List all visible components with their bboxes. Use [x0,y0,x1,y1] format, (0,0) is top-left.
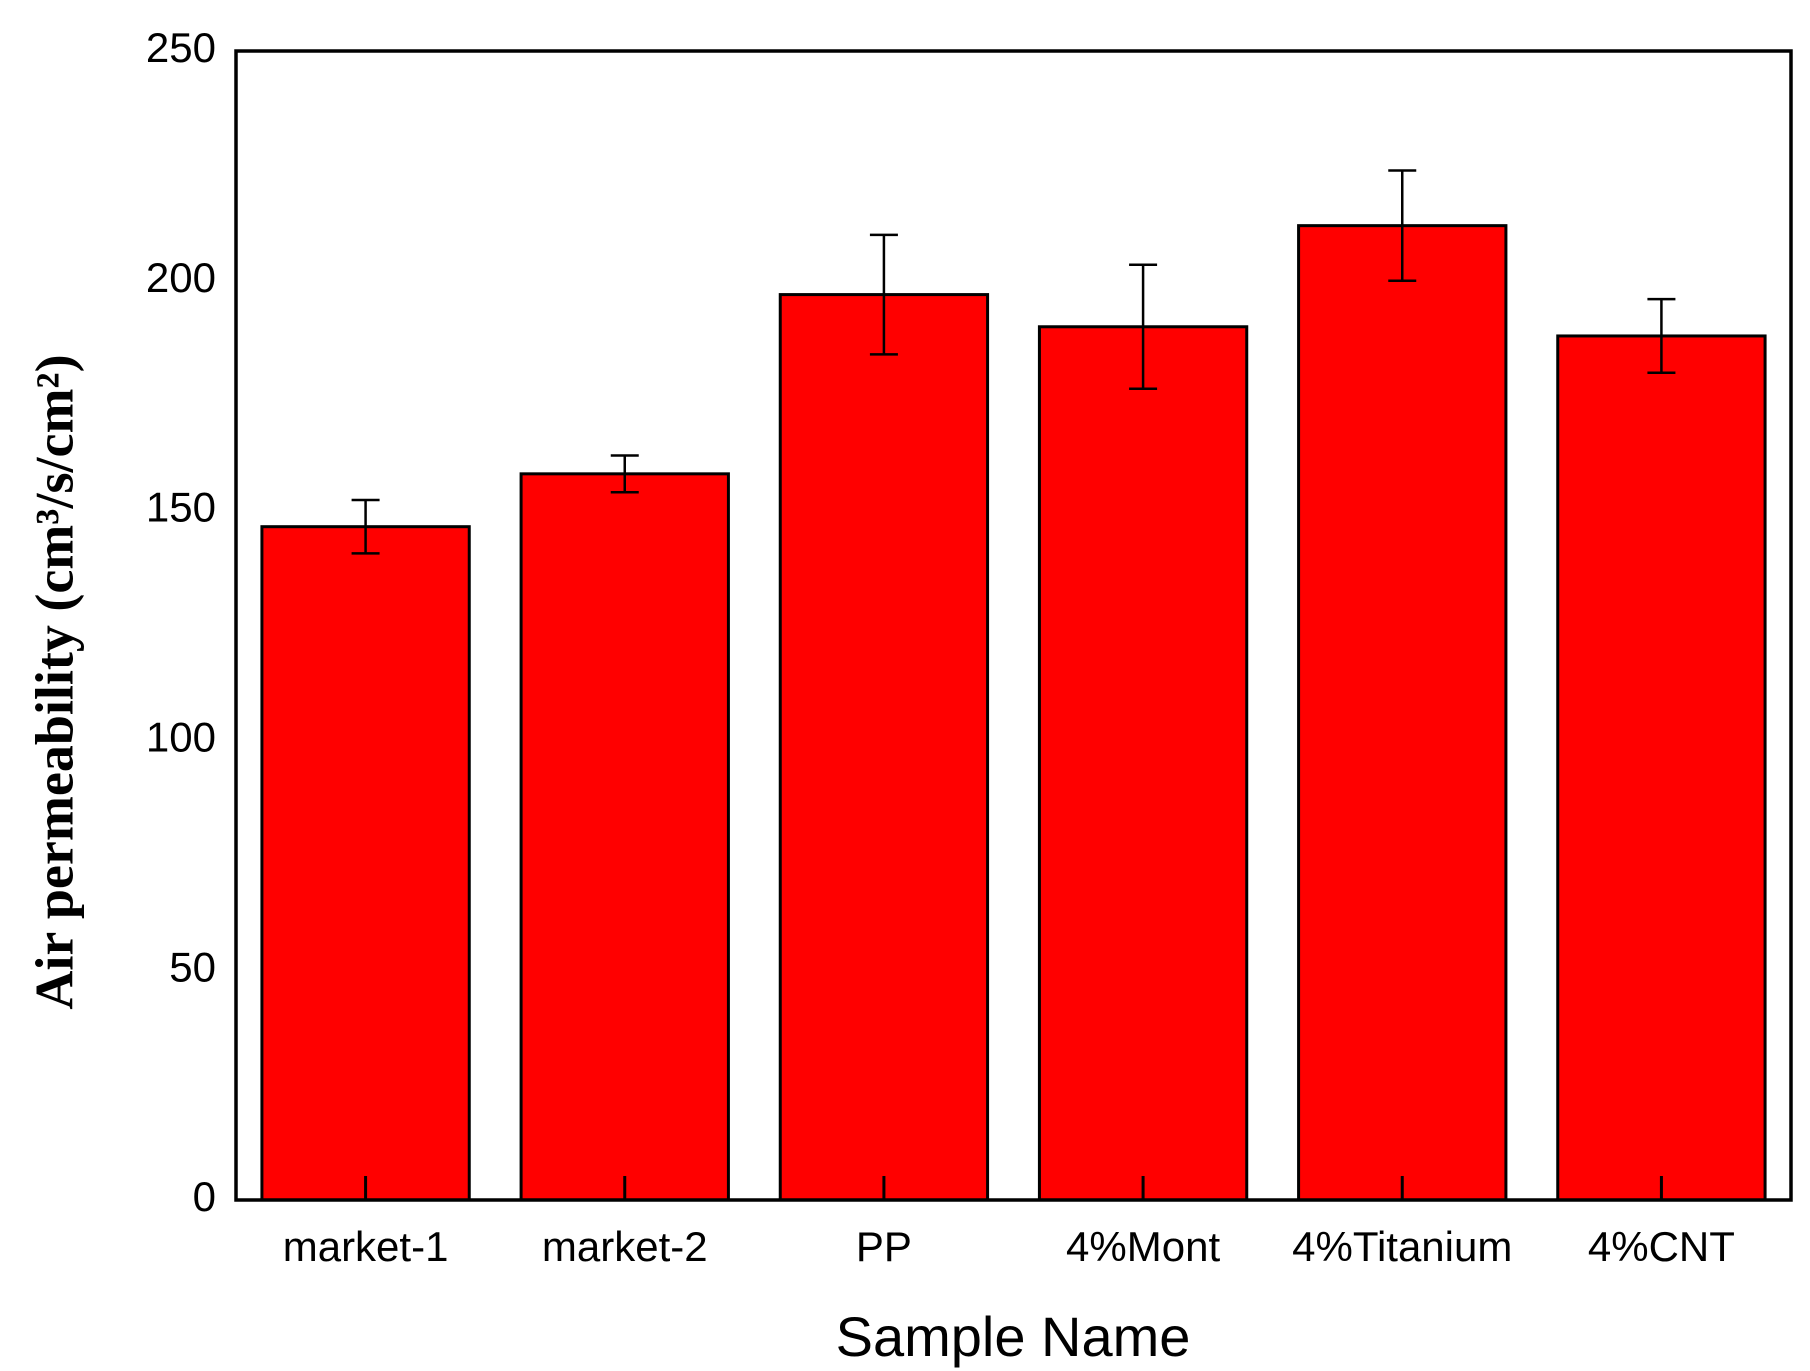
error-bar [610,454,639,494]
x-tick-label: 4%CNT [1588,1223,1735,1270]
error-bar [869,233,898,356]
bar [519,472,730,1202]
error-bar [1388,169,1417,283]
bar [778,293,990,1202]
error-bar [351,498,380,555]
y-tick-label: 50 [169,943,216,990]
x-tick-label: PP [856,1223,912,1270]
bar [1297,224,1508,1202]
y-tick-label: 150 [146,484,216,531]
bar [260,525,471,1202]
x-axis-title: Sample Name [836,1305,1191,1368]
plot-frame [234,49,1793,1202]
y-tick-label: 100 [146,713,216,760]
y-tick-label: 200 [146,254,216,301]
bar [1556,334,1767,1202]
y-tick-label: 250 [146,24,216,71]
x-tick-label: 4%Titanium [1292,1223,1512,1270]
error-bar [1647,297,1676,374]
x-tick-label: 4%Mont [1066,1223,1220,1270]
bar [1037,325,1249,1202]
error-bar [1129,263,1158,391]
y-tick-label: 0 [193,1173,216,1220]
x-tick-label: market-2 [542,1223,708,1270]
x-tick-label: market-1 [283,1223,449,1270]
y-axis-title: Air permeability (cm³/s/cm²) [24,354,84,1009]
